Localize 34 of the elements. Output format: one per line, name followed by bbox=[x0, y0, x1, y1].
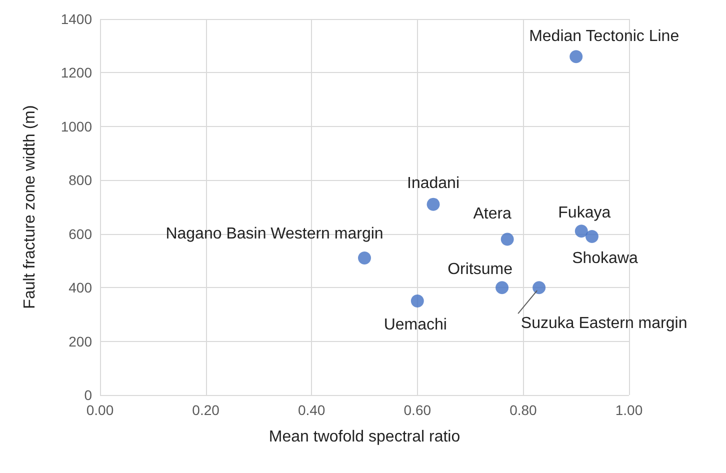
y-tick-label: 0 bbox=[84, 387, 92, 403]
point bbox=[496, 281, 509, 294]
annotation: Fukaya bbox=[558, 204, 611, 222]
y-tick-label: 1000 bbox=[60, 118, 92, 134]
x-axis-title: Mean twofold spectral ratio bbox=[268, 428, 460, 446]
point bbox=[532, 281, 546, 294]
annotation: Uemachi bbox=[384, 316, 447, 334]
x-tick-label: 1.00 bbox=[615, 402, 643, 418]
point bbox=[585, 230, 598, 244]
point bbox=[570, 50, 583, 64]
y-tick-label: 200 bbox=[68, 333, 92, 350]
point bbox=[358, 252, 371, 265]
annotation: Oritsume bbox=[448, 261, 513, 278]
annotation: Nagano Basin Western margin bbox=[166, 226, 384, 243]
point bbox=[410, 294, 424, 308]
y-tick-label: 1200 bbox=[60, 64, 92, 81]
annotation: Atera bbox=[473, 206, 512, 223]
point bbox=[500, 232, 514, 246]
x-tick-label: 0.00 bbox=[86, 402, 114, 418]
annotation: Median Tectonic Line bbox=[529, 28, 680, 46]
x-tick-label: 0.80 bbox=[510, 402, 538, 418]
annotation: Suzuka Eastern margin bbox=[520, 315, 688, 332]
y-tick-label: 400 bbox=[68, 280, 92, 296]
x-tick-label: 0.20 bbox=[192, 402, 220, 418]
y-tick-label: 600 bbox=[68, 226, 92, 242]
x-tick-label: 0.60 bbox=[404, 402, 432, 418]
y-tick-label: 1400 bbox=[60, 11, 92, 27]
point bbox=[426, 198, 440, 211]
point bbox=[574, 224, 588, 238]
annotation: Shokawa bbox=[572, 250, 638, 268]
x-tick-label: 0.40 bbox=[298, 402, 326, 418]
annotation: Inadani bbox=[407, 174, 460, 192]
y-tick-label: 800 bbox=[68, 172, 92, 188]
y-axis-title: Fault fracture zone width (m) bbox=[22, 105, 38, 309]
